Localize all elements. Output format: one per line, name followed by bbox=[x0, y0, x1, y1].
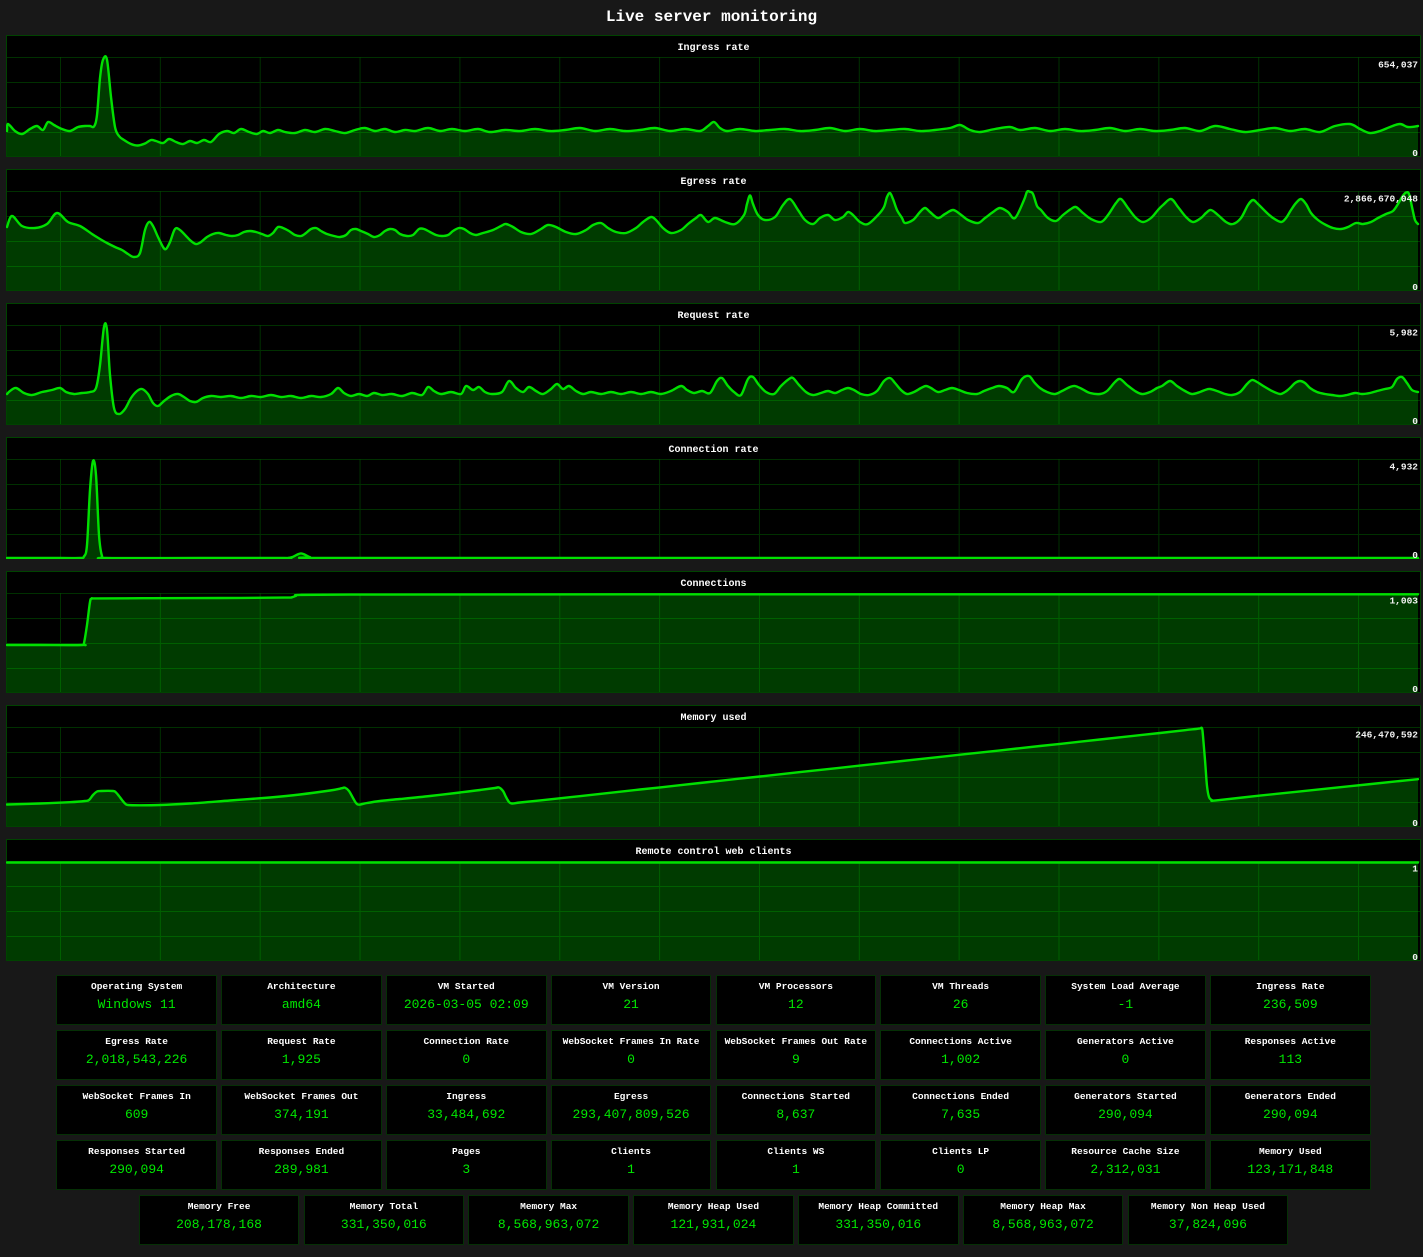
svg-text:Ingress rate: Ingress rate bbox=[677, 43, 749, 54]
svg-text:Memory used: Memory used bbox=[680, 712, 746, 724]
svg-text:1,003: 1,003 bbox=[1389, 596, 1418, 607]
svg-text:0: 0 bbox=[1412, 416, 1418, 425]
svg-text:0: 0 bbox=[1412, 148, 1418, 157]
svg-text:246,470,592: 246,470,592 bbox=[1355, 730, 1418, 741]
svg-text:0: 0 bbox=[1412, 282, 1418, 291]
svg-text:Connections: Connections bbox=[680, 578, 746, 590]
svg-text:0: 0 bbox=[1412, 684, 1418, 693]
svg-text:Remote control web clients: Remote control web clients bbox=[635, 846, 791, 858]
svg-text:Request rate: Request rate bbox=[677, 311, 749, 322]
svg-text:0: 0 bbox=[1412, 952, 1418, 961]
svg-text:1: 1 bbox=[1412, 864, 1418, 875]
svg-text:2,866,670,048: 2,866,670,048 bbox=[1344, 194, 1418, 205]
svg-text:Connection rate: Connection rate bbox=[668, 444, 758, 456]
svg-text:5,982: 5,982 bbox=[1389, 328, 1418, 339]
svg-text:654,037: 654,037 bbox=[1378, 60, 1418, 71]
svg-text:4,932: 4,932 bbox=[1389, 462, 1418, 473]
svg-text:0: 0 bbox=[1412, 818, 1418, 827]
svg-text:Egress rate: Egress rate bbox=[680, 177, 746, 188]
svg-text:0: 0 bbox=[1412, 550, 1418, 559]
